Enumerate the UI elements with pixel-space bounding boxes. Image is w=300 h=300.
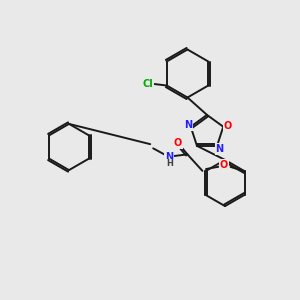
Text: O: O (174, 138, 182, 148)
Text: H: H (166, 160, 173, 169)
Text: O: O (220, 160, 228, 170)
Text: O: O (223, 121, 232, 130)
Text: Cl: Cl (143, 79, 154, 89)
Text: N: N (215, 144, 223, 154)
Text: N: N (165, 152, 173, 162)
Text: N: N (184, 120, 192, 130)
